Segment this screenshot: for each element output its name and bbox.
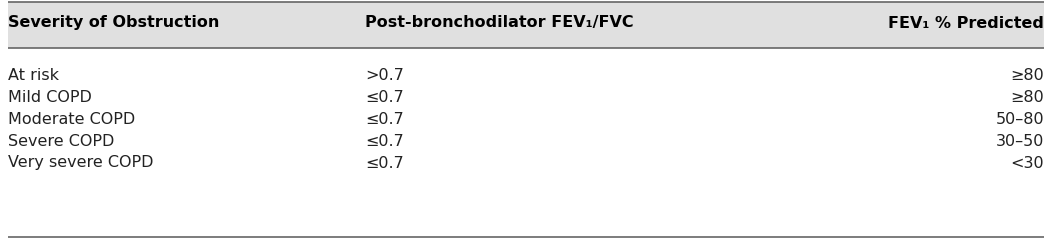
Text: Very severe COPD: Very severe COPD (8, 156, 154, 170)
Text: Severe COPD: Severe COPD (8, 133, 115, 149)
Text: ≤0.7: ≤0.7 (365, 133, 404, 149)
Text: ≤0.7: ≤0.7 (365, 112, 404, 126)
Text: <30: <30 (1010, 156, 1044, 170)
Text: ≥80: ≥80 (1010, 90, 1044, 104)
Text: FEV₁ % Predicted: FEV₁ % Predicted (888, 16, 1044, 30)
Text: Post-bronchodilator FEV₁/FVC: Post-bronchodilator FEV₁/FVC (365, 16, 633, 30)
Text: ≥80: ≥80 (1010, 67, 1044, 83)
Text: Moderate COPD: Moderate COPD (8, 112, 136, 126)
Text: ≤0.7: ≤0.7 (365, 90, 404, 104)
Text: 30–50: 30–50 (995, 133, 1044, 149)
Bar (8, 2, 1044, 48)
Text: 50–80: 50–80 (995, 112, 1044, 126)
Text: Severity of Obstruction: Severity of Obstruction (8, 16, 220, 30)
Text: ≤0.7: ≤0.7 (365, 156, 404, 170)
Text: >0.7: >0.7 (365, 67, 404, 83)
Text: At risk: At risk (8, 67, 59, 83)
Text: Mild COPD: Mild COPD (8, 90, 92, 104)
